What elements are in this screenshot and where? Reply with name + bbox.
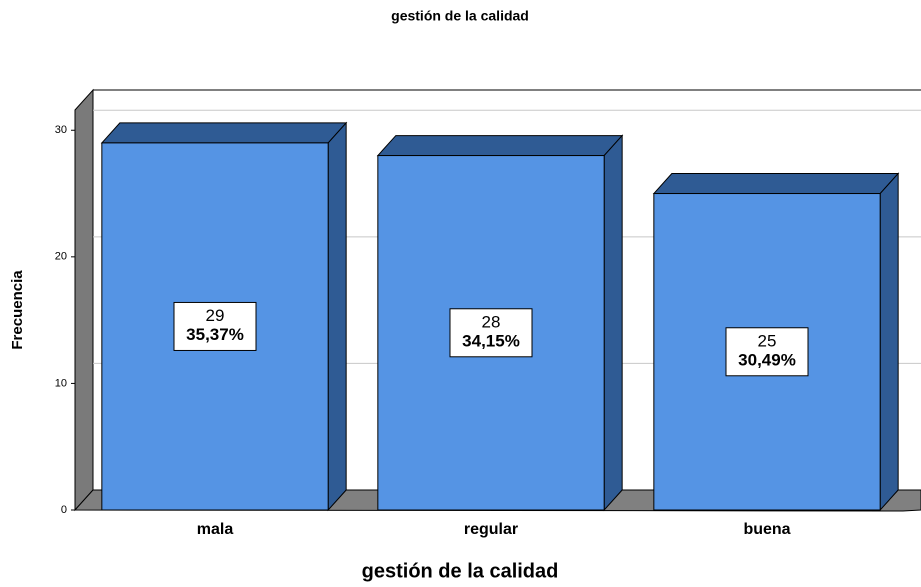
data-label-box (449, 308, 533, 358)
y-tick-label: 0 (61, 504, 67, 516)
bar-top (652, 173, 900, 195)
bar-side (603, 134, 623, 512)
y-tick-label: 20 (55, 251, 67, 263)
bar-side (879, 172, 899, 512)
y-tick-label: 10 (55, 377, 67, 389)
data-label-box (173, 301, 257, 351)
bar-top (376, 135, 624, 157)
chart-title: gestión de la calidad (391, 8, 529, 24)
data-label: 29 (206, 306, 225, 325)
x-tick-label: buena (743, 521, 790, 538)
y-axis-title: Frecuencia (9, 270, 26, 350)
left-wall (74, 88, 94, 512)
data-label-percent: 35,37% (186, 325, 244, 344)
bar-top (100, 122, 348, 144)
x-tick-label: regular (464, 521, 518, 538)
data-label-percent: 34,15% (462, 331, 520, 350)
x-axis-title: gestión de la calidad (362, 560, 559, 582)
data-label: 28 (482, 312, 501, 331)
bar-side (327, 121, 347, 512)
x-tick-label: mala (197, 521, 234, 538)
y-tick-label: 30 (55, 124, 67, 136)
data-label-percent: 30,49% (738, 350, 796, 369)
data-label-box (725, 327, 809, 377)
data-label: 25 (758, 331, 777, 350)
